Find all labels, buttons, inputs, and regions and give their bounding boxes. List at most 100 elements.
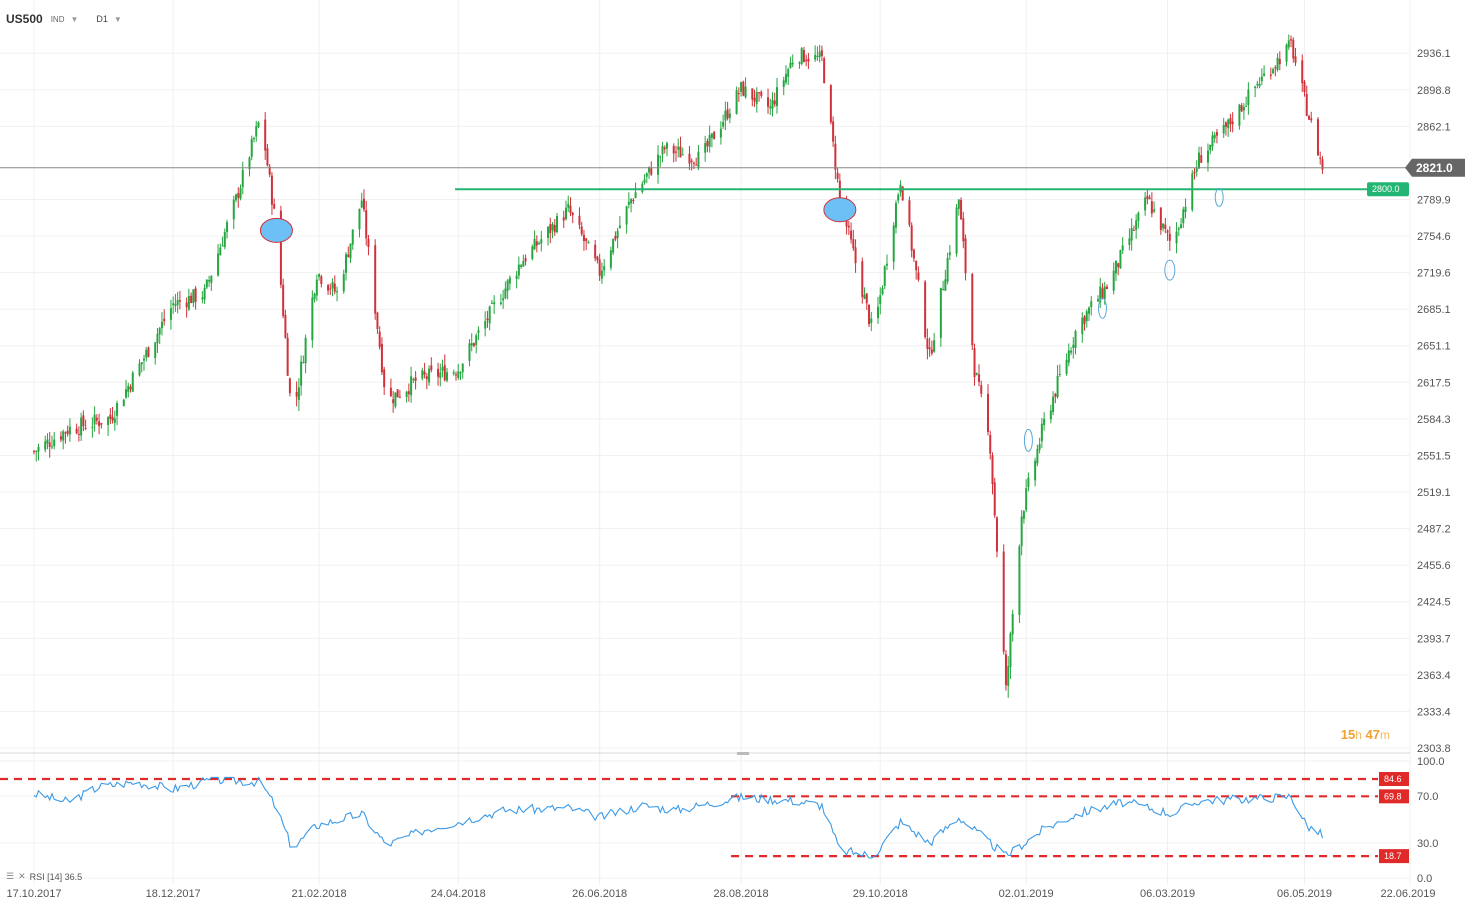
- candle-body: [172, 303, 175, 306]
- rsi-level-label: 18.7: [1384, 851, 1402, 861]
- candle-body: [506, 280, 509, 291]
- candle-body: [991, 455, 994, 485]
- candle-body: [221, 245, 224, 247]
- candle-body: [692, 162, 695, 164]
- candle-body: [226, 222, 229, 233]
- candle-body: [125, 389, 128, 398]
- candle-body: [441, 367, 444, 371]
- candle-body: [345, 254, 348, 273]
- rebound-marker: [1023, 428, 1033, 452]
- candle-body: [883, 266, 886, 287]
- candle-body: [580, 226, 583, 235]
- candle-body: [531, 246, 534, 259]
- candle-body: [1290, 39, 1293, 41]
- candle-body: [1200, 155, 1203, 163]
- price-tick-label: 2424.5: [1417, 597, 1451, 609]
- candle-body: [412, 379, 415, 381]
- candle-body: [924, 281, 927, 338]
- candle-body: [901, 186, 904, 201]
- candle-body: [915, 260, 918, 271]
- candle-body: [674, 151, 677, 153]
- candle-body: [1316, 119, 1319, 156]
- candle-body: [834, 143, 837, 170]
- candle-body: [1164, 224, 1167, 229]
- candle-body: [1258, 84, 1261, 87]
- candle-body: [657, 154, 660, 175]
- candle-body: [493, 302, 496, 305]
- candle-body: [1222, 125, 1225, 134]
- chevron-down-icon[interactable]: ▼: [70, 14, 79, 24]
- candle-body: [1177, 228, 1180, 230]
- candle-body: [939, 287, 942, 338]
- candle-body: [1166, 230, 1169, 233]
- candle-body: [1287, 40, 1290, 48]
- chevron-down-icon[interactable]: ▼: [113, 14, 122, 24]
- candle-body: [145, 349, 148, 358]
- candle-body: [1191, 173, 1194, 210]
- rsi-label: RSI [14] 36.5: [29, 871, 83, 882]
- price-tick-label: 2754.6: [1417, 231, 1451, 243]
- rsi-level-tag: [1379, 849, 1409, 864]
- time-tick-label: 24.04.2018: [431, 888, 486, 900]
- candle-body: [268, 166, 271, 175]
- candle-body: [423, 371, 426, 375]
- close-icon[interactable]: ✕: [18, 871, 26, 881]
- candle-body: [598, 259, 601, 276]
- pane-resize-handle[interactable]: [737, 752, 749, 755]
- candle-body: [407, 391, 410, 395]
- candle-body: [538, 242, 541, 244]
- candle-body: [282, 284, 285, 317]
- candle-body: [490, 302, 493, 304]
- candle-body: [304, 337, 307, 364]
- candle-body: [266, 148, 269, 166]
- candle-body: [908, 200, 911, 225]
- candle-body: [713, 131, 716, 140]
- candle-body: [800, 48, 803, 64]
- candle-body: [46, 439, 49, 444]
- candle-body: [131, 372, 134, 392]
- candle-body: [634, 192, 637, 199]
- candle-body: [933, 340, 936, 352]
- breakdown-marker: [259, 217, 293, 243]
- countdown-minutes-unit: m: [1380, 728, 1390, 742]
- candle-body: [257, 122, 260, 127]
- time-tick-label: 02.01.2019: [999, 888, 1054, 900]
- rsi-line: [33, 776, 1324, 859]
- candle-body: [704, 143, 707, 153]
- candle-body: [578, 215, 581, 225]
- rebound-marker: [1164, 259, 1176, 281]
- candle-body: [342, 274, 345, 292]
- countdown-hours-unit: h: [1355, 728, 1362, 742]
- candle-body: [178, 300, 181, 302]
- candle-body: [1285, 44, 1288, 62]
- current-price-tag: 2821.0: [1405, 158, 1465, 177]
- candle-body: [627, 201, 630, 205]
- price-tick-label: 2651.1: [1417, 341, 1451, 353]
- candle-body: [320, 276, 323, 284]
- settings-icon[interactable]: ☰: [6, 871, 15, 881]
- candle-body: [585, 238, 588, 242]
- price-tick-label: 2333.4: [1417, 706, 1451, 718]
- candle-body: [760, 91, 763, 96]
- candle-body: [1025, 488, 1028, 510]
- candle-body: [697, 151, 700, 169]
- candle-body: [80, 417, 83, 436]
- candle-body: [95, 417, 98, 421]
- candle-body: [380, 343, 383, 373]
- candle-body: [609, 250, 612, 268]
- instrument-class: IND: [50, 14, 65, 24]
- support-level-tag: 2800.0: [1367, 182, 1409, 197]
- candle-body: [1278, 59, 1281, 65]
- candle-body: [75, 428, 78, 434]
- candle-body: [930, 349, 933, 354]
- candle-body: [688, 153, 691, 164]
- price-tick-label: 2685.1: [1417, 304, 1451, 316]
- candle-body: [737, 93, 740, 95]
- symbol-selector[interactable]: US500: [6, 12, 43, 26]
- candle-body: [775, 87, 778, 107]
- candle-body: [50, 446, 53, 448]
- candle-body: [327, 285, 330, 291]
- timeframe-selector[interactable]: D1: [96, 14, 108, 24]
- candle-body: [185, 302, 188, 308]
- candle-body: [163, 318, 166, 322]
